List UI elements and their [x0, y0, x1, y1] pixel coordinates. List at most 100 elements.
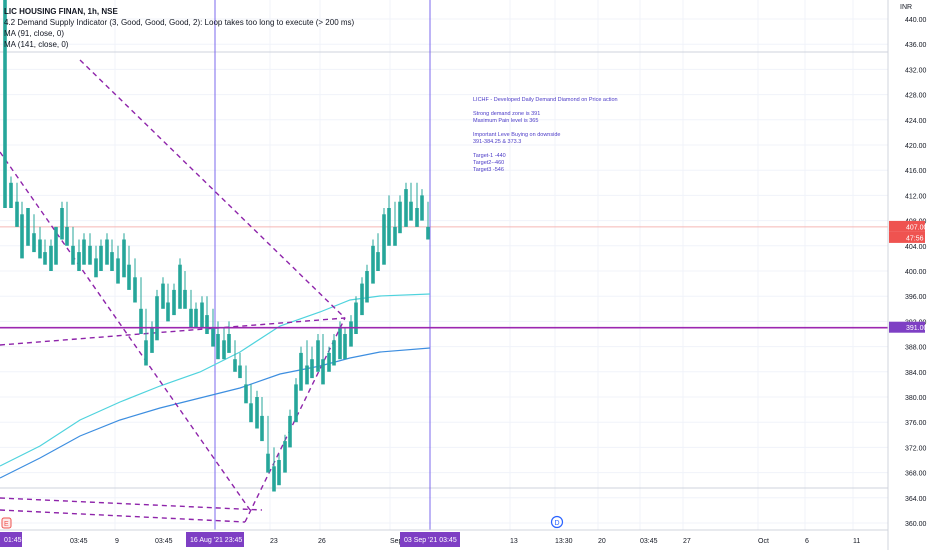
dividend-marker-icon[interactable]: [550, 515, 564, 529]
candle-body[interactable]: [38, 239, 42, 259]
candle-body[interactable]: [415, 208, 419, 227]
price-tick-label: 412.00: [905, 193, 927, 200]
candle-body[interactable]: [343, 334, 347, 360]
candle-body[interactable]: [376, 252, 380, 271]
candle-body[interactable]: [9, 182, 13, 208]
candle-body[interactable]: [420, 195, 424, 221]
candle-body[interactable]: [43, 252, 47, 265]
candle-body[interactable]: [398, 201, 402, 234]
candle-body[interactable]: [409, 201, 413, 221]
candle-body[interactable]: [144, 340, 148, 366]
candle-body[interactable]: [71, 245, 75, 265]
candle-body[interactable]: [161, 283, 165, 309]
candle-body[interactable]: [260, 415, 264, 442]
candle-body[interactable]: [387, 208, 391, 246]
candle-body[interactable]: [88, 245, 92, 265]
candle-body[interactable]: [360, 283, 364, 316]
chart-text-note[interactable]: LICHF - Developed Daily Demand Diamond o…: [473, 97, 618, 174]
indicator-legend-ma91[interactable]: MA (91, close, 0): [4, 29, 65, 38]
candle-body[interactable]: [227, 334, 231, 353]
candle-body[interactable]: [178, 264, 182, 309]
pattern-line[interactable]: [0, 497, 263, 511]
pattern-line[interactable]: [79, 59, 346, 319]
candle-body[interactable]: [426, 226, 430, 240]
price-tick-label: 440.00: [905, 17, 927, 24]
candle-body[interactable]: [338, 327, 342, 360]
candle-body[interactable]: [32, 233, 36, 253]
candle-body[interactable]: [327, 352, 331, 372]
pattern-line[interactable]: [244, 317, 346, 523]
price-tick-label: 420.00: [905, 143, 927, 150]
symbol-title[interactable]: LIC HOUSING FINAN, 1h, NSE: [4, 7, 118, 16]
candle-body[interactable]: [99, 245, 103, 271]
candle-body[interactable]: [15, 201, 19, 227]
candle-body[interactable]: [116, 258, 120, 284]
candle-body[interactable]: [60, 208, 64, 240]
candle-body[interactable]: [105, 239, 109, 265]
candle-body[interactable]: [249, 403, 253, 423]
indicator-legend-ma141[interactable]: MA (141, close, 0): [4, 40, 69, 49]
price-tick-label: 372.00: [905, 445, 927, 452]
candle-body[interactable]: [150, 327, 154, 353]
note-line: Target-1 -440: [473, 153, 506, 159]
candle-body[interactable]: [299, 352, 303, 391]
pattern-line[interactable]: [0, 151, 251, 511]
candle-body[interactable]: [122, 239, 126, 278]
candle-body[interactable]: [294, 384, 298, 423]
candle-body[interactable]: [194, 308, 198, 328]
candle-body[interactable]: [321, 359, 325, 385]
candle-body[interactable]: [139, 308, 143, 334]
candle-body[interactable]: [172, 289, 176, 316]
candle-body[interactable]: [283, 441, 287, 473]
candle-body[interactable]: [94, 258, 98, 278]
candle-body[interactable]: [266, 453, 270, 473]
candle-body[interactable]: [222, 340, 226, 360]
ma141-line[interactable]: [0, 347, 431, 479]
candle-body[interactable]: [49, 245, 53, 271]
candle-body[interactable]: [354, 302, 358, 335]
candle-body[interactable]: [233, 359, 237, 372]
candle-body[interactable]: [110, 252, 114, 271]
candle-body[interactable]: [211, 327, 215, 347]
time-tick-label: Oct: [758, 538, 769, 545]
earnings-marker-icon[interactable]: [1, 517, 12, 529]
candle-body[interactable]: [277, 460, 281, 486]
candle-body[interactable]: [305, 365, 309, 385]
candle-body[interactable]: [65, 226, 69, 246]
candle-body[interactable]: [310, 359, 314, 379]
indicator-legend-demand-supply[interactable]: 4.2 Demand Supply Indicator (3, Good, Go…: [4, 18, 355, 27]
candle-body[interactable]: [166, 302, 170, 322]
candle-body[interactable]: [183, 289, 187, 309]
candle-body[interactable]: [349, 321, 353, 347]
candle-body[interactable]: [3, 0, 7, 208]
candle-body[interactable]: [371, 245, 375, 284]
candle-body[interactable]: [404, 189, 408, 227]
candle-body[interactable]: [316, 340, 320, 372]
candle-body[interactable]: [133, 277, 137, 303]
candle-body[interactable]: [382, 214, 386, 265]
candle-body[interactable]: [26, 208, 30, 246]
candle-body[interactable]: [393, 226, 397, 246]
candle-body[interactable]: [244, 384, 248, 404]
pattern-line[interactable]: [0, 509, 246, 523]
candle-body[interactable]: [365, 271, 369, 303]
candle-body[interactable]: [20, 214, 24, 259]
candle-body[interactable]: [77, 252, 81, 271]
candle-body[interactable]: [216, 334, 220, 360]
candle-body[interactable]: [205, 315, 209, 334]
candle-body[interactable]: [332, 340, 336, 366]
candle-body[interactable]: [255, 397, 259, 429]
candle-body[interactable]: [54, 226, 58, 265]
candle-body[interactable]: [200, 302, 204, 328]
pattern-line[interactable]: [0, 317, 346, 346]
candle-body[interactable]: [127, 264, 131, 290]
candle-body[interactable]: [238, 365, 242, 379]
candle-body[interactable]: [272, 466, 276, 492]
candle-body[interactable]: [288, 415, 292, 448]
candle-body[interactable]: [189, 308, 193, 328]
candle-body[interactable]: [82, 239, 86, 265]
ma91-line[interactable]: [0, 293, 431, 467]
candle-body[interactable]: [155, 296, 159, 341]
